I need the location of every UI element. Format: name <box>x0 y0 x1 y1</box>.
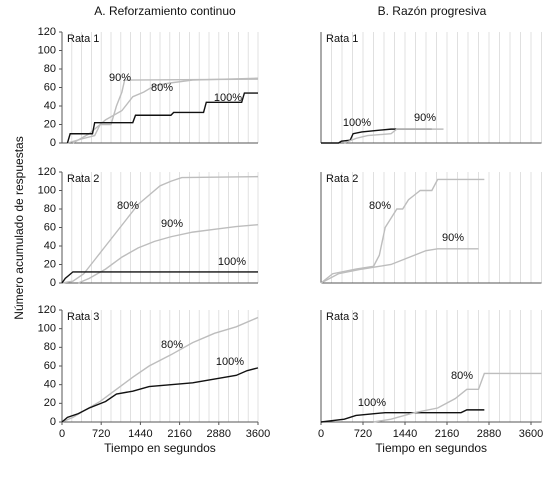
series-line <box>61 367 259 423</box>
y-tick-label: 120 <box>38 304 56 316</box>
series-label: 90% <box>414 112 436 124</box>
y-tick-label: 40 <box>44 240 56 252</box>
panel-title: Rata 3 <box>67 311 99 323</box>
series-line <box>67 78 259 144</box>
y-tick-label: 0 <box>50 137 56 149</box>
x-tick-label: 1440 <box>128 428 152 440</box>
y-tick-label: 80 <box>44 63 56 75</box>
column-title: A. Reforzamiento continuo <box>94 4 236 18</box>
series-line <box>321 128 432 144</box>
series-label: 100% <box>218 256 246 268</box>
y-axis-label: Número acumulado de respuestas <box>12 136 26 319</box>
series-line <box>320 409 485 423</box>
panel-title: Rata 2 <box>326 173 358 185</box>
series-line <box>61 175 259 284</box>
y-tick-label: 60 <box>44 81 56 93</box>
y-tick-label: 80 <box>44 341 56 353</box>
y-tick-label: 0 <box>50 416 56 428</box>
x-axis-label: Tiempo en segundos <box>104 441 216 455</box>
x-tick-label: 2160 <box>435 428 459 440</box>
x-tick-label: 0 <box>59 428 65 440</box>
y-tick-label: 120 <box>38 26 56 38</box>
series-label: 100% <box>216 356 244 368</box>
series-line <box>72 77 259 144</box>
x-axis-label: Tiempo en segundos <box>375 441 487 455</box>
panel-title: Rata 2 <box>67 173 99 185</box>
y-tick-label: 0 <box>50 277 56 289</box>
x-tick-label: 3600 <box>246 428 270 440</box>
x-tick-label: 3600 <box>519 428 543 440</box>
x-tick-label: 2160 <box>167 428 191 440</box>
x-tick-label: 720 <box>354 428 372 440</box>
series-label: 100% <box>214 92 242 104</box>
series-label: 80% <box>451 370 473 382</box>
x-tick-label: 0 <box>318 428 324 440</box>
x-tick-label: 2880 <box>207 428 231 440</box>
column-title: B. Razón progresiva <box>378 4 487 18</box>
y-tick-label: 40 <box>44 100 56 112</box>
y-tick-label: 20 <box>44 258 56 270</box>
series-label: 80% <box>151 82 173 94</box>
series-label: 80% <box>161 339 183 351</box>
series-label: 90% <box>161 218 183 230</box>
panel-title: Rata 1 <box>326 33 358 45</box>
y-tick-label: 20 <box>44 397 56 409</box>
y-tick-label: 120 <box>38 166 56 178</box>
x-tick-label: 1440 <box>393 428 417 440</box>
y-tick-label: 100 <box>38 323 56 335</box>
series-line <box>373 372 542 423</box>
series-label: 90% <box>109 72 131 84</box>
y-tick-label: 80 <box>44 203 56 215</box>
series-label: 80% <box>117 200 139 212</box>
series-label: 100% <box>358 397 386 409</box>
panel-title: Rata 3 <box>326 311 358 323</box>
series-label: 80% <box>369 200 391 212</box>
y-tick-label: 100 <box>38 184 56 196</box>
x-tick-label: 720 <box>92 428 110 440</box>
series-line <box>320 248 479 284</box>
series-line <box>61 271 258 284</box>
x-tick-label: 2880 <box>477 428 501 440</box>
y-tick-label: 100 <box>38 44 56 56</box>
y-tick-label: 60 <box>44 360 56 372</box>
series-line <box>344 128 444 144</box>
y-tick-label: 40 <box>44 379 56 391</box>
series-line <box>66 92 258 144</box>
panel-title: Rata 1 <box>67 33 99 45</box>
series-label: 100% <box>343 117 371 129</box>
series-line <box>320 178 485 284</box>
y-tick-label: 20 <box>44 118 56 130</box>
series-label: 90% <box>442 232 464 244</box>
y-tick-label: 60 <box>44 221 56 233</box>
